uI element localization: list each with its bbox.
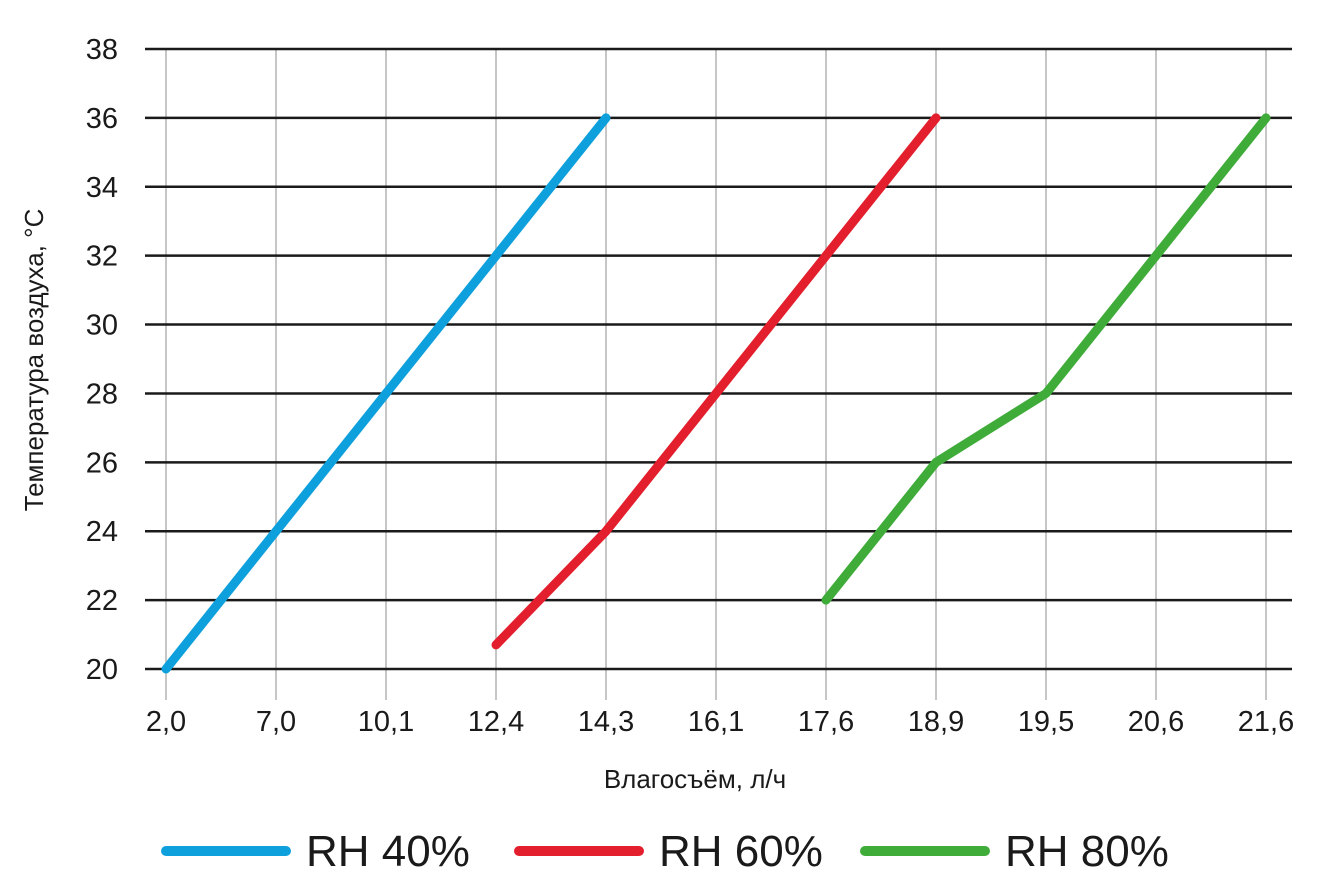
- x-tick-label: 12,4: [468, 706, 524, 738]
- y-tick-label: 24: [86, 516, 118, 548]
- y-tick-label: 20: [86, 654, 118, 686]
- series-line-3: [821, 113, 1271, 605]
- x-tick-label: 14,3: [578, 706, 634, 738]
- y-axis-ticks: 20 22 24 26 28 30 32 34 36 38: [86, 34, 118, 686]
- x-axis-label: Влагосъём, л/ч: [604, 764, 786, 794]
- x-axis-ticks: 2,0 7,0 10,1 12,4 14,3 16,1 17,6 18,9 19,5 20,6 21…: [146, 706, 1294, 738]
- x-tick-label: 21,6: [1238, 706, 1294, 738]
- x-tick-label: 16,1: [688, 706, 744, 738]
- y-axis-label: Температура воздуха, °C: [19, 209, 49, 512]
- y-tick-label: 38: [86, 34, 118, 66]
- series-line-1: [161, 113, 611, 674]
- x-tick-label: 7,0: [256, 706, 296, 738]
- x-tick-label: 10,1: [358, 706, 414, 738]
- x-tick-label: 2,0: [146, 706, 186, 738]
- y-tick-label: 28: [86, 378, 118, 410]
- horizontal-gridlines: [145, 47, 1292, 671]
- legend-label: RH 80%: [1005, 827, 1169, 876]
- series-lines: [161, 113, 1271, 674]
- y-tick-label: 36: [86, 103, 118, 135]
- y-tick-label: 32: [86, 241, 118, 273]
- legend-label: RH 40%: [306, 827, 470, 876]
- x-tick-label: 17,6: [798, 706, 854, 738]
- series-line-2: [491, 113, 941, 650]
- legend: RH 40% RH 60% RH 80%: [161, 827, 1169, 876]
- vertical-gridlines: [165, 49, 1267, 700]
- y-tick-label: 26: [86, 447, 118, 479]
- legend-label: RH 60%: [659, 827, 823, 876]
- x-tick-label: 19,5: [1018, 706, 1074, 738]
- y-tick-label: 34: [86, 172, 118, 204]
- y-tick-label: 22: [86, 585, 118, 617]
- x-tick-label: 20,6: [1128, 706, 1184, 738]
- x-tick-label: 18,9: [908, 706, 964, 738]
- y-tick-label: 30: [86, 310, 118, 342]
